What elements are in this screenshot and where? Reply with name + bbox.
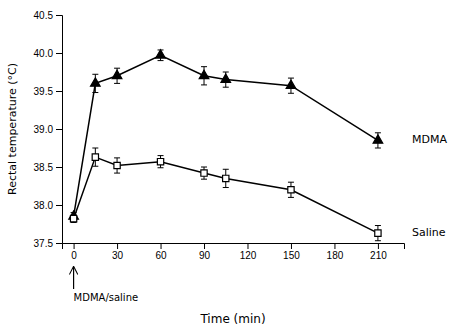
- annotation-text: MDMA/saline: [74, 292, 139, 303]
- series: [69, 50, 383, 220]
- x-tick: 150: [283, 243, 300, 261]
- error-bar: [288, 182, 294, 197]
- point: [286, 80, 296, 88]
- y-tick: 38.5: [34, 162, 62, 173]
- y-tick-mark: [56, 91, 62, 92]
- x-tick-mark: [204, 243, 205, 249]
- point: [375, 230, 381, 236]
- y-tick-label: 38.0: [34, 200, 54, 211]
- x-tick: 0: [71, 243, 77, 261]
- y-tick-mark: [56, 15, 62, 16]
- x-tick-mark: [247, 243, 248, 249]
- point: [223, 175, 229, 181]
- y-tick: 40.5: [34, 10, 62, 21]
- x-tick: 30: [112, 243, 124, 261]
- point: [114, 162, 120, 168]
- point: [91, 78, 101, 86]
- chart: 0 30 60 90 120 150 180 210 37.5 38.0 38.5 39.0 39.5 4…: [0, 0, 474, 335]
- legend-label: MDMA: [412, 133, 447, 146]
- plot: 0 30 60 90 120 150 180 210 37.5 38.0 38.5 39.0 39.5 4…: [6, 10, 447, 326]
- series-line: [74, 55, 378, 216]
- point: [201, 170, 207, 176]
- x-tick: 180: [327, 243, 344, 261]
- x-tick-mark: [334, 243, 335, 249]
- x-tick-label: 150: [283, 250, 300, 261]
- error-bar: [201, 167, 207, 179]
- series: [70, 148, 381, 241]
- y-tick-label: 40.0: [34, 48, 54, 59]
- y-tick: 39.0: [34, 124, 62, 135]
- point: [157, 159, 163, 165]
- y-tick-mark: [56, 167, 62, 168]
- x-tick-mark: [74, 243, 75, 249]
- x-axis-line: [63, 244, 405, 250]
- error-bar: [92, 148, 98, 166]
- error-bar: [223, 169, 229, 187]
- point: [112, 70, 122, 78]
- x-tick-mark: [117, 243, 118, 249]
- y-tick-mark: [56, 53, 62, 54]
- point: [373, 135, 383, 143]
- x-tick-mark: [161, 243, 162, 249]
- y-tick-mark: [56, 129, 62, 130]
- x-tick: 90: [199, 243, 211, 261]
- error-bar: [158, 156, 164, 168]
- x-axis-title: Time (min): [199, 312, 265, 326]
- x-tick-label: 60: [155, 250, 167, 261]
- point: [221, 74, 231, 82]
- x-tick-label: 0: [71, 250, 77, 261]
- annotation-arrow: [73, 267, 74, 289]
- x-tick-mark: [291, 243, 292, 249]
- y-tick: 39.5: [34, 86, 62, 97]
- x-tick: 210: [370, 243, 387, 261]
- y-tick-label: 38.5: [34, 162, 54, 173]
- x-tick: 60: [155, 243, 167, 261]
- x-tick-label: 30: [112, 250, 124, 261]
- y-tick: 37.5: [34, 238, 62, 249]
- y-tick: 40.0: [34, 48, 62, 59]
- series-line: [74, 157, 378, 233]
- y-axis-line: [56, 16, 63, 244]
- y-tick-label: 40.5: [34, 10, 54, 21]
- point: [288, 187, 294, 193]
- error-bar: [114, 158, 120, 173]
- y-axis-title: Rectal temperature (°C): [6, 63, 19, 195]
- marks: [69, 50, 383, 241]
- y-tick-label: 39.0: [34, 124, 54, 135]
- y-tick-label: 39.5: [34, 86, 54, 97]
- point: [199, 70, 209, 78]
- y-tick-label: 37.5: [34, 238, 54, 249]
- y-tick-mark: [56, 243, 62, 244]
- y-tick-mark: [56, 205, 62, 206]
- x-axis: 0 30 60 90 120 150 180 210: [63, 243, 405, 261]
- x-tick-label: 120: [240, 250, 257, 261]
- error-bar: [375, 226, 381, 241]
- x-tick-label: 90: [199, 250, 211, 261]
- legend-label: Saline: [412, 226, 446, 239]
- x-tick-mark: [378, 243, 379, 249]
- y-tick: 38.0: [34, 200, 62, 211]
- error-bar: [71, 215, 77, 223]
- point: [92, 154, 98, 160]
- x-tick-label: 180: [327, 250, 344, 261]
- point: [156, 50, 166, 58]
- y-axis: 37.5 38.0 38.5 39.0 39.5 40.0 40.5: [34, 10, 63, 249]
- point: [70, 216, 76, 222]
- x-tick: 120: [240, 243, 257, 261]
- x-tick-label: 210: [370, 250, 387, 261]
